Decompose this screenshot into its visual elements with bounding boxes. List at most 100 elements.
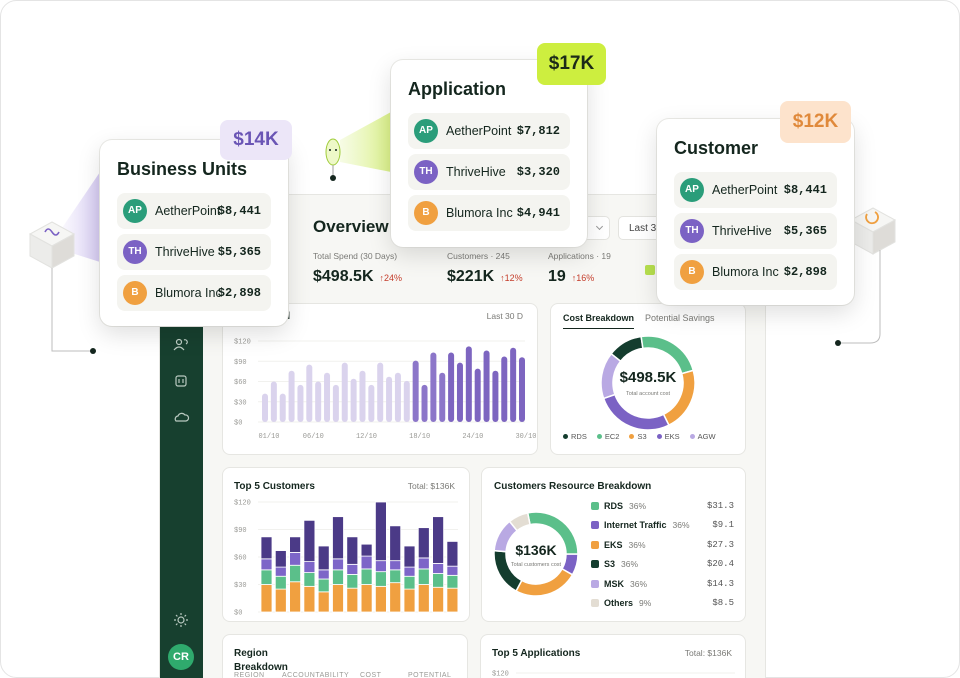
- donut-center-value: $498.5K: [619, 369, 677, 386]
- card-title: Application: [408, 79, 506, 99]
- chart-title: Top 5 Customers: [234, 481, 315, 492]
- donut-center-label: Total account cost: [625, 391, 671, 397]
- bar-segment: [289, 536, 302, 553]
- card: Application AP AetherPoint $7,812 TH ThriveHi…: [391, 60, 587, 247]
- card-row[interactable]: TH ThriveHive $5,365: [674, 213, 837, 249]
- bar: [279, 393, 286, 422]
- card: Business Units AP AetherPoint $8,441 TH Thriv…: [100, 140, 288, 326]
- user-avatar[interactable]: CR: [168, 644, 194, 670]
- cube: [28, 221, 76, 269]
- bar: [456, 362, 463, 422]
- column-header: COST: [360, 672, 382, 678]
- bar: [483, 350, 490, 422]
- y-tick-label: $120: [492, 671, 509, 678]
- tab-active[interactable]: Cost Breakdown: [563, 313, 635, 329]
- bar: [315, 381, 322, 422]
- bar-segment: [403, 545, 416, 568]
- item-value: $31.3: [706, 501, 734, 511]
- chart-title: Top 5 Applications: [492, 648, 581, 659]
- item-value: $20.4: [706, 559, 734, 570]
- kpi-value: 19: [548, 268, 566, 285]
- bar: [439, 372, 446, 422]
- item-share: 36%: [628, 539, 646, 550]
- kpi-value-row: $221K ↑12%: [447, 268, 523, 286]
- legend-label: RDS: [571, 432, 587, 441]
- y-tick-label: $0: [234, 610, 242, 618]
- card-row[interactable]: B Blumora Inc $2,898: [674, 254, 837, 290]
- row-name: AetherPoint: [446, 124, 512, 138]
- bar: [394, 372, 401, 422]
- item-name: MSK: [604, 578, 624, 589]
- item-share: 36%: [630, 578, 648, 589]
- bar-segment: [274, 566, 287, 577]
- kpi-label: Applications · 19: [548, 251, 611, 261]
- bar-segment: [432, 516, 445, 564]
- bar-segment: [332, 516, 344, 560]
- row-amount: $8,441: [217, 204, 261, 218]
- bar: [386, 376, 393, 422]
- swatch: [591, 540, 599, 549]
- item-share: 36%: [629, 501, 647, 511]
- bar-segment: [346, 574, 359, 589]
- row-name: AetherPoint: [155, 204, 221, 218]
- swatch: [591, 521, 599, 530]
- tab[interactable]: Potential Savings: [645, 313, 715, 323]
- avatar: TH: [123, 240, 147, 264]
- bar-segment: [360, 555, 373, 570]
- x-tick-label: 01/10: [258, 433, 279, 441]
- legend-dot: [629, 434, 635, 439]
- item-share: 9%: [639, 598, 652, 608]
- card-row[interactable]: TH ThriveHive $3,320: [408, 154, 570, 190]
- column-header: REGION: [234, 672, 265, 678]
- column-header: ACCOUNTABILITY: [282, 672, 350, 678]
- item-name: EKS: [604, 539, 623, 550]
- bar: [421, 384, 428, 422]
- bar-segment: [317, 545, 330, 571]
- bar-segment: [446, 587, 459, 613]
- bar-segment: [389, 582, 402, 613]
- bar: [519, 357, 525, 422]
- avatar: TH: [414, 160, 438, 184]
- bar-segment: [303, 519, 316, 562]
- bar-segment: [432, 563, 445, 574]
- card-row[interactable]: AP AetherPoint $8,441: [117, 193, 271, 229]
- avatar: AP: [123, 199, 147, 223]
- bar: [324, 372, 331, 422]
- legend-item: EC2: [596, 432, 619, 441]
- card-row[interactable]: TH ThriveHive $5,365: [117, 234, 271, 270]
- item-share: 36%: [621, 559, 639, 570]
- card-row[interactable]: AP AetherPoint $8,441: [674, 172, 837, 208]
- bar-segment: [446, 574, 459, 589]
- row-amount: $5,365: [217, 245, 261, 259]
- row-name: ThriveHive: [446, 165, 506, 179]
- bar-segment: [289, 581, 302, 613]
- bar: [501, 356, 508, 422]
- bar-segment: [446, 541, 459, 567]
- y-tick-label: $30: [234, 399, 247, 407]
- x-tick-label: 30/10: [515, 433, 536, 441]
- legend-dot: [563, 434, 568, 439]
- bar-segment: [389, 569, 402, 584]
- bar-segment: [274, 588, 287, 613]
- card-row[interactable]: B Blumora Inc $2,898: [117, 275, 271, 311]
- bar-segment: [317, 578, 330, 593]
- card-row[interactable]: AP AetherPoint $7,812: [408, 113, 570, 149]
- bar-segment: [317, 591, 330, 613]
- chart-total: Total: $136K: [407, 481, 455, 491]
- bar: [377, 362, 384, 422]
- x-tick-label: 18/10: [409, 433, 430, 441]
- donut-segment: [602, 393, 670, 431]
- connector: [51, 268, 93, 352]
- bar: [368, 384, 375, 422]
- card-title: Business Units: [117, 159, 248, 179]
- kpi-change: ↑16%: [571, 273, 595, 283]
- item-value: $9.1: [712, 520, 734, 531]
- bar-segment: [346, 587, 359, 613]
- column-header: POTENTIAL: [408, 672, 452, 678]
- row-amount: $8,441: [783, 183, 827, 197]
- card-row[interactable]: B Blumora Inc $4,941: [408, 195, 570, 231]
- swatch: [591, 502, 599, 510]
- donut-segment: [600, 352, 622, 400]
- avatar: B: [414, 201, 438, 225]
